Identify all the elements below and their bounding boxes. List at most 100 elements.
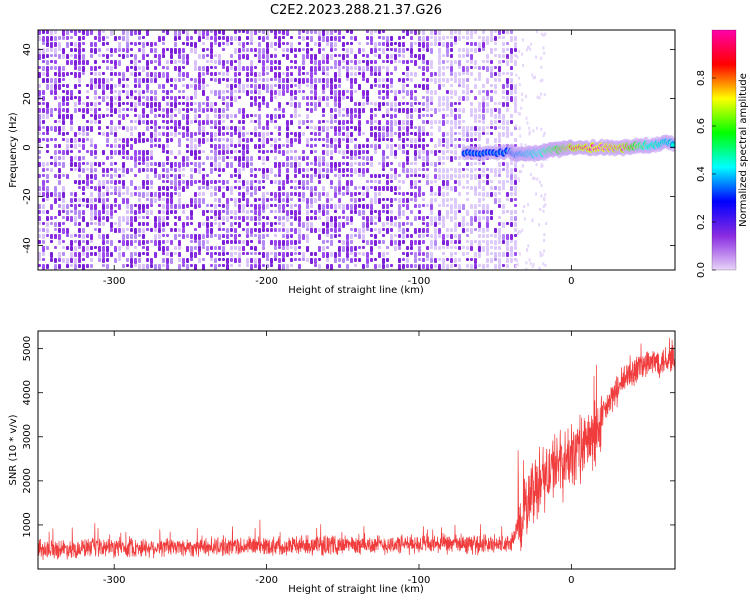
- heatmap-cell: [506, 54, 509, 59]
- heatmap-cell: [470, 72, 473, 76]
- heatmap-cell: [210, 78, 213, 81]
- heatmap-cell: [366, 168, 369, 173]
- heatmap-cell: [178, 138, 181, 144]
- heatmap-cell: [166, 126, 169, 130]
- heatmap-cell: [518, 49, 521, 53]
- heatmap-cell: [306, 42, 309, 47]
- heatmap-cell: [110, 108, 113, 113]
- heatmap-cell: [158, 264, 161, 270]
- heatmap-cell: [258, 78, 261, 81]
- heatmap-cell: [414, 60, 417, 66]
- heatmap-cell: [214, 156, 217, 162]
- heatmap-cell: [194, 246, 197, 250]
- heatmap-cell: [242, 108, 245, 114]
- heatmap-cell: [414, 198, 417, 202]
- heatmap-cell: [302, 156, 305, 161]
- heatmap-cell: [314, 126, 317, 130]
- heatmap-cell: [478, 198, 481, 203]
- heatmap-cell: [338, 162, 341, 167]
- heatmap-cell: [286, 90, 289, 93]
- heatmap-cell: [290, 90, 293, 96]
- heatmap-cell: [466, 138, 469, 142]
- heatmap-cell: [154, 264, 157, 270]
- heatmap-cell: [78, 180, 81, 185]
- heatmap-cell: [46, 192, 49, 198]
- heatmap-cell: [370, 30, 373, 35]
- heatmap-cell: [162, 66, 165, 69]
- heatmap-cell: [178, 150, 181, 155]
- heatmap-cell: [366, 90, 369, 96]
- heatmap-cell: [302, 120, 305, 125]
- heatmap-cell: [458, 174, 461, 179]
- heatmap-cell: [230, 228, 233, 232]
- heatmap-cell: [110, 132, 113, 135]
- heatmap-cell: [314, 42, 317, 46]
- heatmap-cell: [314, 228, 317, 233]
- y-tick-label: -40: [22, 237, 33, 253]
- heatmap-cell: [230, 54, 233, 58]
- heatmap-cell: [58, 162, 61, 166]
- heatmap-cell: [310, 162, 313, 165]
- heatmap-cell: [138, 42, 141, 45]
- heatmap-cell: [206, 252, 209, 255]
- heatmap-cell: [222, 252, 225, 256]
- heatmap-cell: [142, 66, 145, 72]
- heatmap-cell: [282, 54, 285, 57]
- heatmap-cell: [254, 180, 257, 183]
- heatmap-cell: [258, 234, 261, 240]
- heatmap-cell: [478, 168, 481, 171]
- heatmap-cell: [78, 234, 81, 238]
- heatmap-cell: [486, 36, 489, 42]
- heatmap-cell: [540, 65, 543, 69]
- heatmap-cell: [358, 168, 361, 173]
- heatmap-cell: [278, 30, 281, 34]
- heatmap-cell: [170, 198, 173, 204]
- heatmap-cell: [282, 78, 285, 83]
- heatmap-cell: [318, 264, 321, 269]
- heatmap-cell: [306, 48, 309, 54]
- heatmap-cell: [540, 163, 543, 167]
- heatmap-cell: [418, 84, 421, 88]
- heatmap-cell: [458, 48, 461, 52]
- heatmap-cell: [338, 84, 341, 88]
- heatmap-cell: [338, 114, 341, 117]
- heatmap-cell: [262, 66, 265, 72]
- heatmap-cell: [38, 114, 41, 120]
- heatmap-cell: [278, 204, 281, 210]
- heatmap-cell: [410, 126, 413, 129]
- heatmap-cell: [306, 204, 309, 209]
- heatmap-cell: [242, 252, 245, 255]
- heatmap-cell: [94, 162, 97, 166]
- heatmap-cell: [502, 162, 505, 166]
- heatmap-cell: [462, 228, 465, 233]
- heatmap-cell: [314, 144, 317, 147]
- heatmap-cell: [94, 210, 97, 216]
- heatmap-cell: [342, 246, 345, 252]
- heatmap-cell: [46, 222, 49, 227]
- heatmap-cell: [250, 246, 253, 250]
- heatmap-cell: [394, 168, 397, 174]
- heatmap-cell: [242, 168, 245, 171]
- heatmap-cell: [314, 162, 317, 166]
- heatmap-cell: [42, 42, 45, 45]
- heatmap-cell: [498, 240, 501, 244]
- heatmap-cell: [234, 114, 237, 118]
- heatmap-cell: [338, 258, 341, 262]
- heatmap-cell: [426, 204, 429, 207]
- heatmap-cell: [490, 114, 493, 117]
- heatmap-cell: [414, 192, 417, 198]
- heatmap-cell: [302, 30, 305, 33]
- heatmap-cell: [246, 216, 249, 220]
- heatmap-cell: [114, 162, 117, 165]
- heatmap-cell: [250, 174, 253, 177]
- heatmap-cell: [82, 252, 85, 256]
- heatmap-cell: [106, 216, 109, 222]
- heatmap-cell: [198, 192, 201, 196]
- heatmap-cell: [122, 108, 125, 111]
- heatmap-cell: [182, 48, 185, 53]
- heatmap-cell: [186, 114, 189, 120]
- heatmap-cell: [46, 126, 49, 132]
- heatmap-cell: [238, 210, 241, 213]
- heatmap-cell: [58, 36, 61, 40]
- colorbar-tick-label: 0.4: [696, 166, 707, 182]
